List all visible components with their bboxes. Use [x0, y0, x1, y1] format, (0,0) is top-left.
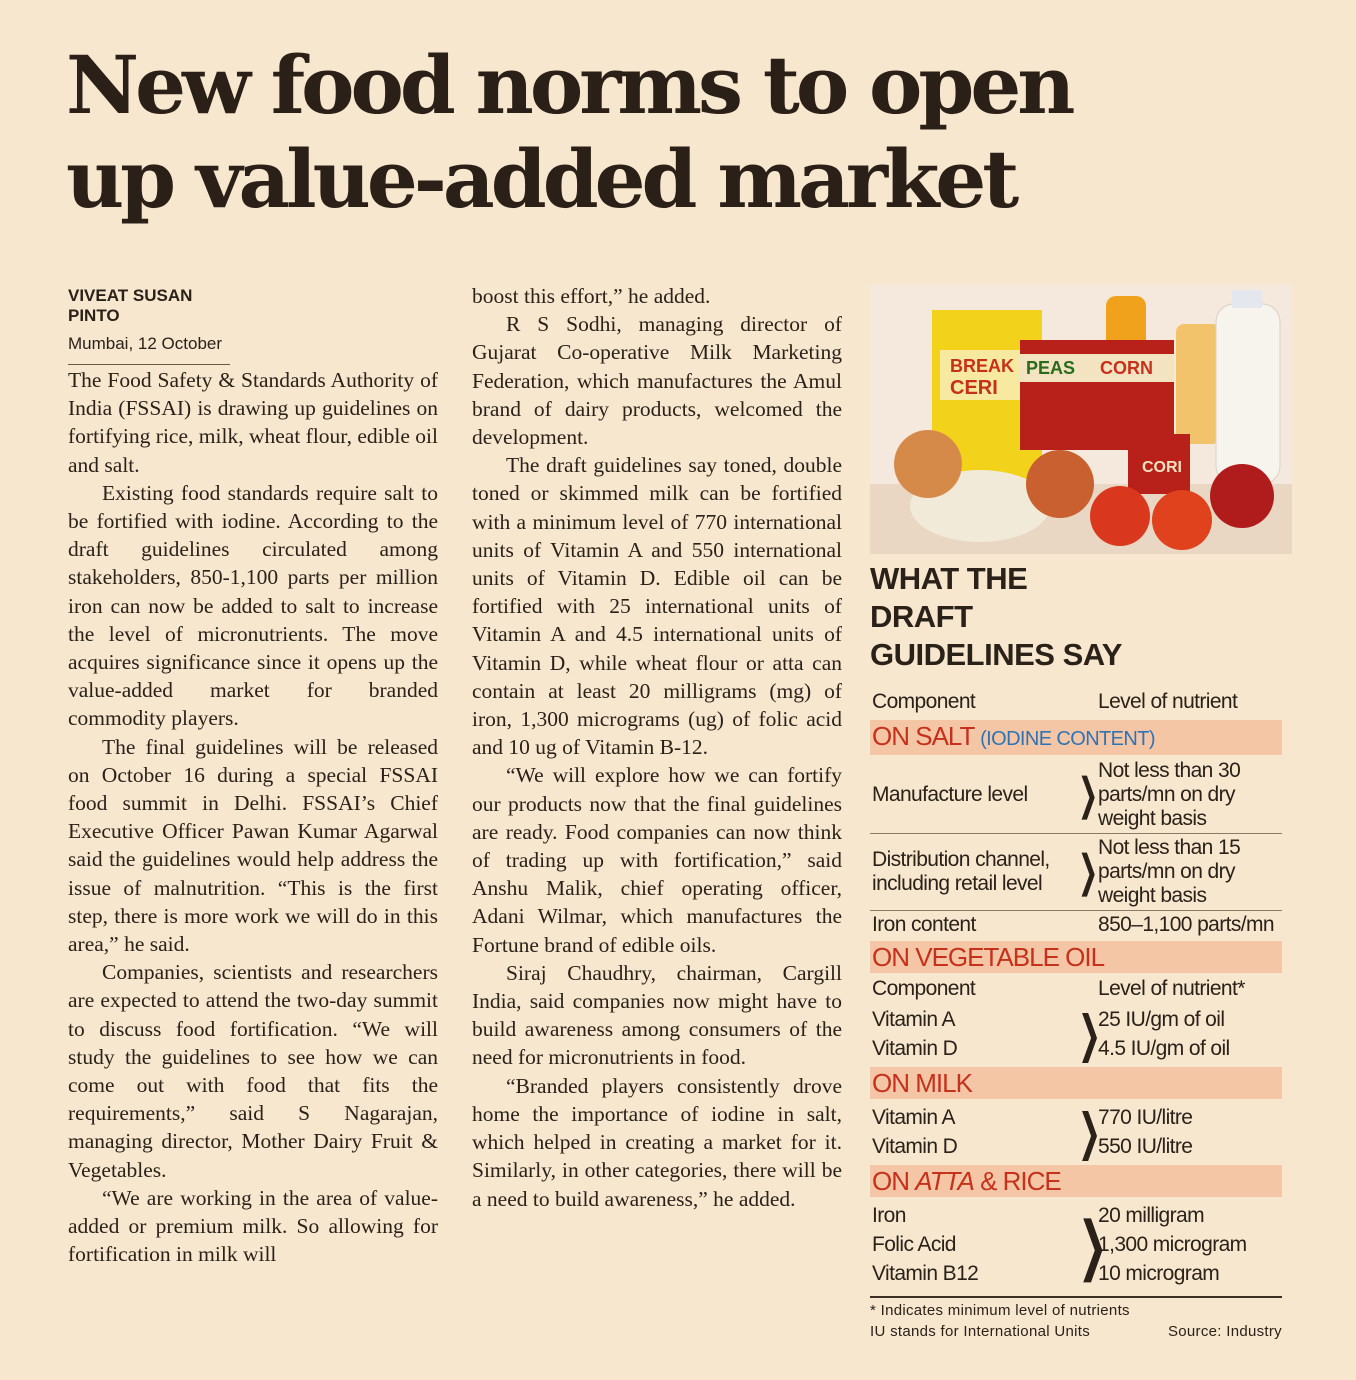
levels: 25 IU/gm of oil 4.5 IU/gm of oil: [1098, 1005, 1280, 1063]
column: The Food Safety & Standards Authority of…: [68, 366, 438, 1366]
component: Vitamin D: [872, 1135, 958, 1158]
heading-text: ON SALT: [872, 721, 975, 751]
brace: ❯: [1077, 1104, 1101, 1160]
level: 770 IU/litre: [1098, 1106, 1193, 1129]
tomato: [1090, 486, 1150, 546]
section-heading: ON SALT (IODINE CONTENT): [870, 720, 1282, 755]
corn-can: [1128, 434, 1190, 494]
package-text: BREAK: [950, 356, 1014, 376]
source: Source: Industry: [1167, 1323, 1282, 1340]
paragraph: “We are working in the area of value-add…: [68, 1185, 438, 1267]
sidebar: WHAT THE DRAFT GUIDELINES SAY Component Le…: [870, 560, 1282, 1342]
brace: ❯: [1077, 1208, 1108, 1281]
heading-text: ON: [872, 1166, 910, 1196]
sidebar-title: WHAT THE DRAFT GUIDELINES SAY: [870, 561, 1122, 672]
components: Vitamin A Vitamin D: [872, 1005, 1072, 1063]
level: 20 milligram: [1098, 1204, 1205, 1227]
table-group: Vitamin A Vitamin D ❯ 25 IU/gm of oil 4.5 IU…: [870, 1003, 1282, 1065]
level: 550 IU/litre: [1098, 1135, 1193, 1158]
onion: [1026, 450, 1094, 518]
footnotes: * Indicates minimum level of nutrients IU…: [870, 1296, 1282, 1342]
header-cell: Level of nutrient: [1098, 690, 1238, 713]
component: Manufacture level: [872, 783, 1028, 806]
paragraph: “Branded players consistently drove home…: [472, 1073, 842, 1211]
onion: [894, 430, 962, 498]
paragraph: boost this effort,” he added.: [472, 284, 711, 308]
brace: ❯: [1077, 1006, 1101, 1062]
table-header: Component Level of nutrient: [870, 688, 1282, 716]
heading-text: ON VEGETABLE OIL: [872, 942, 1105, 972]
component: Distribution channel, including retail l…: [872, 848, 1050, 895]
paragraph: The Food Safety & Standards Authority of…: [68, 368, 438, 477]
heading-text: & RICE: [980, 1166, 1062, 1196]
paragraph: The draft guidelines say toned, double t…: [472, 453, 842, 760]
level: 4.5 IU/gm of oil: [1098, 1037, 1230, 1060]
section-heading: ON ATTA & RICE: [870, 1165, 1282, 1197]
oil-bottle: [1176, 324, 1220, 444]
levels: 770 IU/litre 550 IU/litre: [1098, 1103, 1280, 1161]
footnote: * Indicates minimum level of nutrients: [870, 1302, 1130, 1319]
table-header: Component Level of nutrient*: [870, 975, 1282, 1003]
milk-bottle: [1215, 303, 1281, 485]
levels: 20 milligram 1,300 microgram 10 microgram: [1098, 1201, 1280, 1288]
footnote: IU stands for International Units: [870, 1323, 1091, 1340]
section-heading: ON MILK: [870, 1067, 1282, 1099]
level: Not less than 15 parts/mn on dry weight …: [1098, 836, 1241, 907]
component: Vitamin A: [872, 1106, 956, 1129]
paragraph: Existing food standards require salt to …: [68, 480, 438, 731]
component: Iron content: [872, 913, 976, 936]
table-group: Vitamin A Vitamin D ❯ 770 IU/litre 550 IU/li…: [870, 1101, 1282, 1163]
byline: VIVEAT SUSAN PINTO Mumbai, 12 October: [68, 286, 230, 365]
heading-italic: ATTA: [915, 1166, 975, 1196]
component: Iron: [872, 1204, 906, 1227]
header-cell: Component: [872, 690, 976, 713]
header-cell: Component: [872, 977, 976, 1000]
author: VIVEAT SUSAN PINTO: [68, 286, 193, 325]
tomato: [1152, 490, 1212, 550]
photo: BREAK CERI PEAS CORN CORI: [870, 284, 1292, 554]
paragraph: Siraj Chaudhry, chairman, Cargill India,…: [472, 960, 842, 1070]
components: Iron Folic Acid Vitamin B12: [872, 1201, 1072, 1288]
component: Vitamin D: [872, 1037, 958, 1060]
header-cell: Level of nutrient*: [1098, 977, 1245, 1000]
table-group: Iron Folic Acid Vitamin B12 ❯ 20 milligram 1,…: [870, 1199, 1282, 1290]
component: Vitamin B12: [872, 1262, 979, 1285]
table-row: Distribution channel, including retail l…: [870, 834, 1282, 911]
peas-label: [1020, 354, 1096, 382]
corn-label: [1096, 354, 1174, 382]
level: 1,300 microgram: [1098, 1233, 1247, 1256]
package-text: CERI: [950, 377, 998, 399]
apple: [1210, 464, 1274, 528]
heading-note: (IODINE CONTENT): [980, 728, 1155, 750]
dateline: Mumbai, 12 October: [68, 334, 223, 353]
level: 10 microgram: [1098, 1262, 1220, 1285]
components: Vitamin A Vitamin D: [872, 1103, 1072, 1161]
package-text: PEAS: [1026, 358, 1075, 378]
paragraph: The final guidelines will be released on…: [68, 734, 438, 957]
paragraph: Companies, scientists and researchers ar…: [68, 960, 438, 1182]
paragraph: R S Sodhi, managing director of Gujarat …: [472, 312, 842, 450]
cereal-label: [940, 350, 1032, 400]
table-row: Iron content 850–1,100 parts/mn: [870, 911, 1282, 939]
table-row: Manufacture level ❯ Not less than 30 parts…: [870, 757, 1282, 834]
column: boost this effort,” he added. R S Sodhi, …: [472, 282, 842, 1366]
brace: ❯: [1077, 847, 1098, 896]
brace: ❯: [1077, 770, 1098, 819]
level: 850–1,100 parts/mn: [1098, 913, 1275, 936]
heading-text: ON MILK: [872, 1068, 973, 1098]
component: Vitamin A: [872, 1008, 956, 1031]
level: 25 IU/gm of oil: [1098, 1008, 1225, 1031]
paragraph: “We will explore how we can fortify our …: [472, 763, 842, 957]
component: Folic Acid: [872, 1233, 956, 1256]
package-text: CORI: [1142, 459, 1182, 476]
section-heading: ON VEGETABLE OIL: [870, 941, 1282, 973]
package-text: CORN: [1100, 358, 1153, 378]
milk-cap: [1232, 290, 1262, 308]
level: Not less than 30 parts/mn on dry weight …: [1098, 759, 1241, 830]
headline: New food norms to open up value-added ma…: [66, 38, 1075, 226]
